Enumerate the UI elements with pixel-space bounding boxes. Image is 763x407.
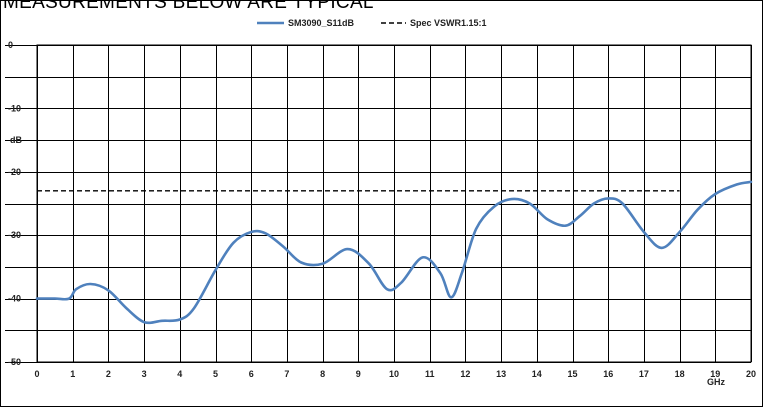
x-tick-label: 20 [746, 369, 756, 379]
x-axis-title: GHz [707, 377, 726, 387]
x-tick-label: 7 [284, 369, 289, 379]
plot-grid [5, 44, 752, 363]
legend: SM3090_S11dB Spec VSWR1.15:1 [257, 18, 487, 28]
x-tick-label: 2 [106, 369, 111, 379]
y-axis-title: dB [10, 135, 22, 145]
headline: MEASUREMENTS BELOW ARE TYPICAL [3, 0, 374, 13]
x-tick-label: 0 [34, 369, 39, 379]
x-tick-label: 8 [320, 369, 325, 379]
s11-series-line [35, 180, 753, 325]
y-tick-label: 0 [8, 40, 13, 50]
x-tick-label: 10 [389, 369, 399, 379]
legend-label-s11: SM3090_S11dB [288, 18, 355, 28]
x-tick-label: 12 [460, 369, 470, 379]
legend-label-spec: Spec VSWR1.15:1 [410, 18, 487, 28]
x-tick-label: 11 [425, 369, 435, 379]
x-tick-label: 1 [70, 369, 75, 379]
x-tick-label: 3 [142, 369, 147, 379]
y-tick-label: -40 [8, 294, 21, 304]
tick-labels: 0 1 2 3 4 5 6 7 8 9 10 11 12 13 14 15 16 17 18 19 200-10-20-… [8, 40, 756, 379]
x-tick-label: 19 [710, 369, 720, 379]
y-tick-label: -30 [8, 230, 21, 240]
series-lines [35, 180, 753, 325]
x-tick-label: 16 [603, 369, 613, 379]
x-tick-label: 18 [675, 369, 685, 379]
y-tick-label: -20 [8, 167, 21, 177]
y-tick-label: -10 [8, 103, 21, 113]
x-tick-label: 9 [356, 369, 361, 379]
x-tick-label: 13 [496, 369, 506, 379]
x-tick-label: 5 [213, 369, 218, 379]
x-tick-label: 14 [532, 369, 542, 379]
x-tick-label: 17 [639, 369, 649, 379]
x-tick-label: 15 [567, 369, 577, 379]
x-tick-label: 6 [249, 369, 254, 379]
x-tick-label: 4 [177, 369, 182, 379]
y-tick-label: -50 [8, 357, 21, 367]
